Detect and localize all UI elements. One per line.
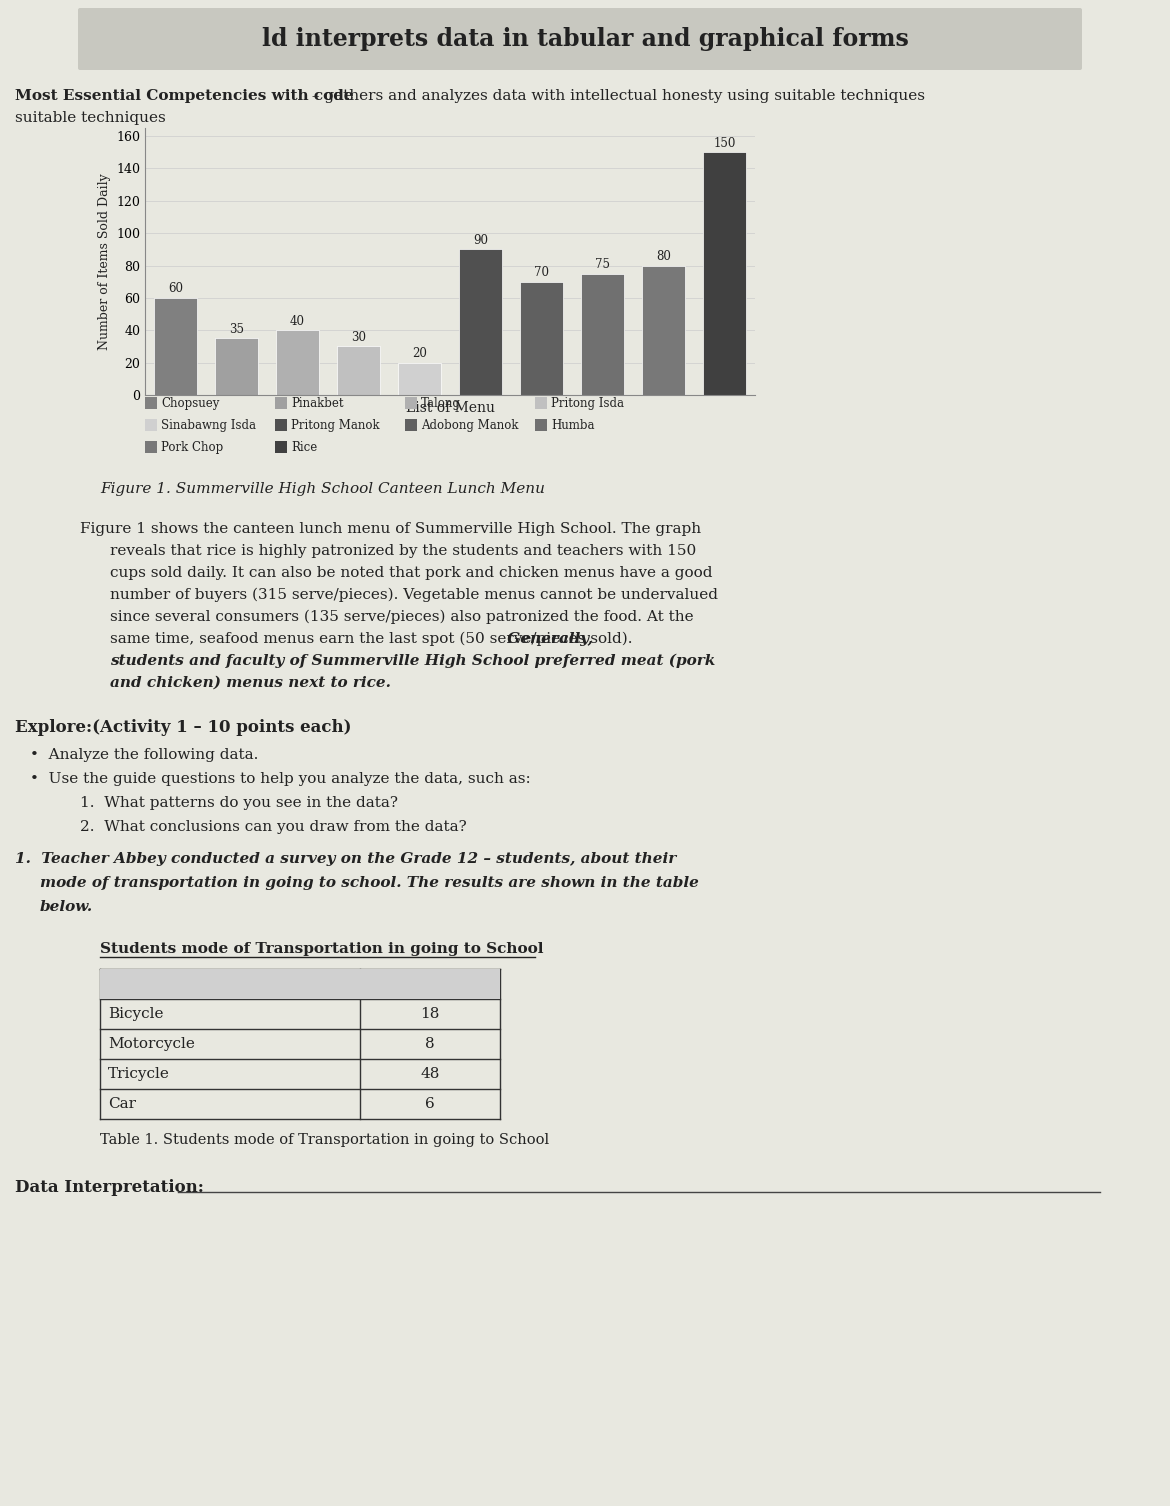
Text: suitable techniques: suitable techniques xyxy=(15,111,166,125)
Bar xyxy=(215,339,257,395)
Text: Car: Car xyxy=(108,1096,136,1111)
Text: and chicken) menus next to rice.: and chicken) menus next to rice. xyxy=(110,676,391,690)
Text: 20: 20 xyxy=(412,348,427,360)
Text: same time, seafood menus earn the last spot (50 serve/pieces sold).: same time, seafood menus earn the last s… xyxy=(110,633,633,646)
Text: Rice: Rice xyxy=(291,440,317,453)
Bar xyxy=(459,250,502,395)
Text: Tricycle: Tricycle xyxy=(108,1066,170,1081)
X-axis label: List of Menu: List of Menu xyxy=(406,401,495,414)
Bar xyxy=(581,274,624,395)
Text: Figure 1 shows the canteen lunch menu of Summerville High School. The graph: Figure 1 shows the canteen lunch menu of… xyxy=(80,523,701,536)
Text: 8: 8 xyxy=(425,1038,435,1051)
Text: reveals that rice is highly patronized by the students and teachers with 150: reveals that rice is highly patronized b… xyxy=(110,544,696,559)
Bar xyxy=(276,330,319,395)
Bar xyxy=(398,363,441,395)
Text: Generally,: Generally, xyxy=(502,633,593,646)
Text: Motorcycle: Motorcycle xyxy=(108,1038,195,1051)
Text: •  Analyze the following data.: • Analyze the following data. xyxy=(30,748,259,762)
FancyBboxPatch shape xyxy=(78,8,1082,69)
Bar xyxy=(642,265,684,395)
Text: Explore:(Activity 1 – 10 points each): Explore:(Activity 1 – 10 points each) xyxy=(15,718,351,735)
Bar xyxy=(521,282,563,395)
Text: 35: 35 xyxy=(229,322,245,336)
Text: 90: 90 xyxy=(473,233,488,247)
Text: Most Essential Competencies with code: Most Essential Competencies with code xyxy=(15,89,353,102)
Text: Figure 1. Summerville High School Canteen Lunch Menu: Figure 1. Summerville High School Cantee… xyxy=(99,482,545,495)
Text: •  Use the guide questions to help you analyze the data, such as:: • Use the guide questions to help you an… xyxy=(30,773,531,786)
Text: 48: 48 xyxy=(420,1066,440,1081)
Text: Table 1. Students mode of Transportation in going to School: Table 1. Students mode of Transportation… xyxy=(99,1133,549,1148)
Text: since several consumers (135 serve/pieces) also patronized the food. At the: since several consumers (135 serve/piece… xyxy=(110,610,694,623)
Text: Humba: Humba xyxy=(551,419,594,432)
Text: Students mode of Transportation in going to School: Students mode of Transportation in going… xyxy=(99,941,544,956)
Text: Bicycle: Bicycle xyxy=(108,1008,164,1021)
Text: Adobong Manok: Adobong Manok xyxy=(421,419,518,432)
Text: 70: 70 xyxy=(534,267,549,279)
Text: 40: 40 xyxy=(290,315,305,328)
Text: 1.  Teacher Abbey conducted a survey on the Grade 12 – students, about their: 1. Teacher Abbey conducted a survey on t… xyxy=(15,852,676,866)
Text: 1.  What patterns do you see in the data?: 1. What patterns do you see in the data? xyxy=(80,797,398,810)
Text: Pinakbet: Pinakbet xyxy=(291,396,344,410)
Bar xyxy=(337,346,380,395)
Text: 150: 150 xyxy=(714,137,736,149)
Text: Mode of Transportation: Mode of Transportation xyxy=(129,977,331,991)
Text: 2.  What conclusions can you draw from the data?: 2. What conclusions can you draw from th… xyxy=(80,819,467,834)
Bar xyxy=(703,152,745,395)
Text: below.: below. xyxy=(40,901,94,914)
Text: 60: 60 xyxy=(168,283,183,295)
Text: 30: 30 xyxy=(351,331,366,343)
Text: cups sold daily. It can also be noted that pork and chicken menus have a good: cups sold daily. It can also be noted th… xyxy=(110,566,713,580)
Text: 80: 80 xyxy=(656,250,670,264)
Text: Frequency: Frequency xyxy=(385,977,475,991)
Text: number of buyers (315 serve/pieces). Vegetable menus cannot be undervalued: number of buyers (315 serve/pieces). Veg… xyxy=(110,587,718,602)
Text: Talong: Talong xyxy=(421,396,461,410)
Text: 6: 6 xyxy=(425,1096,435,1111)
Text: Pritong Manok: Pritong Manok xyxy=(291,419,379,432)
Text: mode of transportation in going to school. The results are shown in the table: mode of transportation in going to schoo… xyxy=(40,876,698,890)
Text: ld interprets data in tabular and graphical forms: ld interprets data in tabular and graphi… xyxy=(262,27,908,51)
Text: Chopsuey: Chopsuey xyxy=(161,396,220,410)
Bar xyxy=(154,298,197,395)
Text: Sinabawng Isda: Sinabawng Isda xyxy=(161,419,256,432)
Text: Data Interpretation:: Data Interpretation: xyxy=(15,1179,204,1196)
Text: – gathers and analyzes data with intellectual honesty using suitable techniques: – gathers and analyzes data with intelle… xyxy=(307,89,925,102)
Text: Pritong Isda: Pritong Isda xyxy=(551,396,624,410)
Text: 18: 18 xyxy=(420,1008,440,1021)
Y-axis label: Number of Items Sold Daily: Number of Items Sold Daily xyxy=(97,173,111,349)
Text: students and faculty of Summerville High School preferred meat (pork: students and faculty of Summerville High… xyxy=(110,654,715,669)
Text: Pork Chop: Pork Chop xyxy=(161,440,223,453)
Text: 75: 75 xyxy=(596,258,610,271)
